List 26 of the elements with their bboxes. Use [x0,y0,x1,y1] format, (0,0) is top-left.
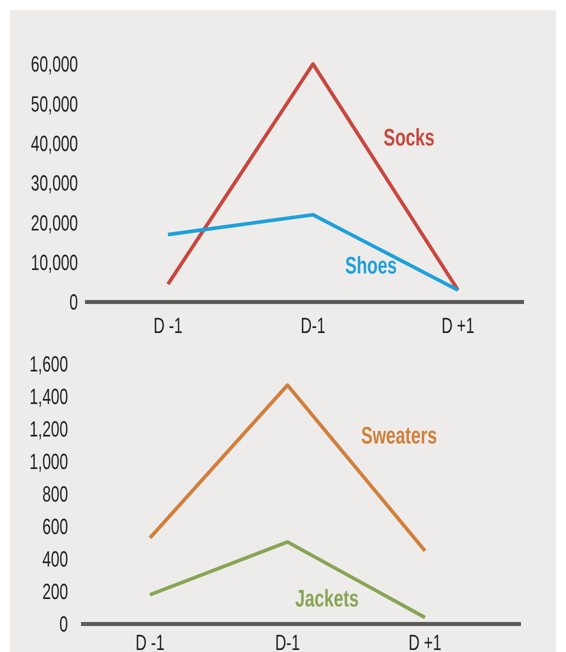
series-label: Sweaters [361,422,437,450]
y-tick-label: 600 [42,516,68,540]
y-tick-label: 1,600 [30,353,68,378]
y-tick-label: 1,400 [30,386,68,410]
y-tick-label: 1,200 [30,418,68,442]
y-tick-label: 800 [42,483,68,508]
y-tick-label: 40,000 [30,132,78,157]
y-tick-label: 1,000 [30,450,68,475]
y-tick-label: 30,000 [30,172,78,196]
y-tick-label: 400 [42,548,68,572]
x-tick-label: D-1 [275,631,300,652]
y-tick-label: 10,000 [30,251,78,276]
y-tick-label: 20,000 [30,212,78,236]
y-tick-label: 200 [42,580,68,605]
y-tick-label: 0 [59,613,68,638]
x-tick-label: D +1 [442,314,474,339]
y-tick-label: 50,000 [30,92,78,118]
x-tick-label: D -1 [135,631,165,652]
series-label: Shoes [345,252,397,280]
x-tick-label: D-1 [300,314,326,339]
x-tick-label: D -1 [153,314,183,339]
y-tick-label: 0 [69,291,78,316]
series-label: Socks [384,124,434,152]
series-label: Jackets [295,586,359,612]
y-tick-label: 60,000 [30,53,78,78]
x-tick-label: D +1 [408,631,442,652]
